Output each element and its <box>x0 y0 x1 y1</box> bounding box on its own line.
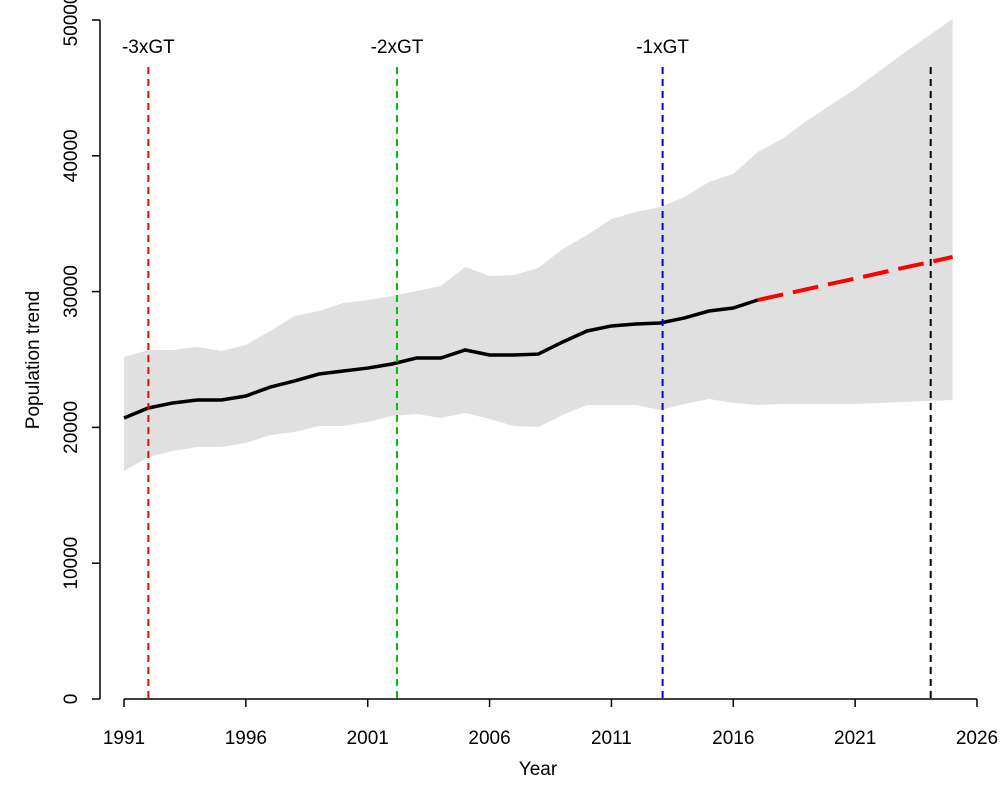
reference-label: -1xGT <box>636 37 689 58</box>
y-tick-label: 50000 <box>61 0 82 46</box>
y-axis-title: Population trend <box>23 291 44 429</box>
y-tick-label: 30000 <box>61 265 82 318</box>
x-tick-label: 1996 <box>225 728 267 749</box>
x-tick-label: 2016 <box>712 728 754 749</box>
y-tick-label: 10000 <box>61 537 82 590</box>
x-tick-label: 2006 <box>468 728 510 749</box>
x-tick-label: 2011 <box>591 728 632 749</box>
x-axis-title: Year <box>519 759 558 780</box>
trend-line <box>757 255 954 302</box>
reference-label: -2xGT <box>371 37 424 58</box>
x-tick-label: 2021 <box>834 728 876 749</box>
y-tick-label: 0 <box>61 694 82 705</box>
x-tick-label: 2001 <box>347 728 389 749</box>
confidence-band <box>124 19 953 471</box>
y-tick-label: 40000 <box>61 129 82 182</box>
reference-label: -3xGT <box>122 37 175 58</box>
y-tick-label: 20000 <box>61 401 82 454</box>
trend-line <box>123 298 759 420</box>
x-tick-label: 1991 <box>103 728 145 749</box>
x-tick-label: 2026 <box>956 728 998 749</box>
